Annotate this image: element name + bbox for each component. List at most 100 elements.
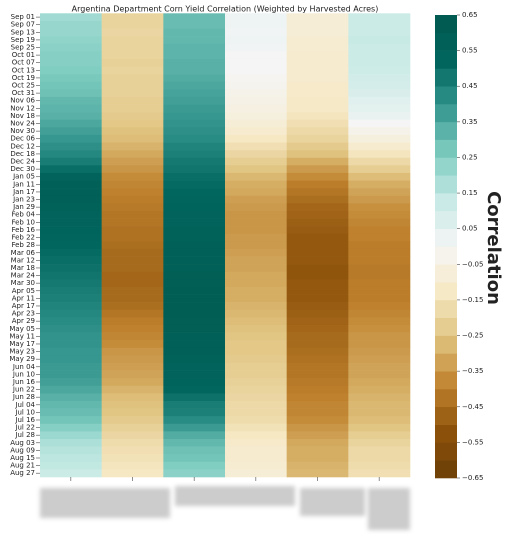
y-tick-label: Oct 13 (12, 66, 35, 74)
heatmap-cell (348, 385, 411, 394)
heatmap-cell (40, 13, 102, 22)
y-tick-label: Mar 18 (11, 264, 35, 272)
heatmap-cell (163, 157, 226, 166)
heatmap-cell (225, 43, 287, 52)
heatmap-cell (40, 279, 102, 288)
heatmap-cell (286, 218, 349, 227)
heatmap-cell (348, 408, 411, 417)
heatmap-cell (225, 416, 287, 425)
heatmap-cell (40, 355, 102, 364)
heatmap-cell (225, 271, 287, 280)
heatmap-cell (225, 438, 287, 447)
y-tick-label: Aug 15 (10, 454, 35, 462)
heatmap-cell (286, 226, 349, 235)
heatmap-cell (40, 36, 102, 45)
y-tick-label: Mar 30 (11, 279, 35, 287)
heatmap-cell (286, 119, 349, 128)
heatmap-cell (286, 58, 349, 67)
heatmap-cell (348, 309, 411, 318)
y-tick-label: Jul 10 (14, 408, 35, 416)
heatmap-cell (225, 58, 287, 67)
heatmap-cell (40, 256, 102, 265)
colorbar-band (435, 228, 457, 247)
heatmap-cell (40, 210, 102, 219)
heatmap-cell (225, 279, 287, 288)
heatmap-cell (40, 431, 102, 440)
y-tick-label: Feb 28 (11, 241, 35, 249)
heatmap-cell (348, 279, 411, 288)
heatmap-cell (40, 423, 102, 432)
y-tick-label: Nov 12 (10, 104, 35, 112)
y-tick-label: May 17 (9, 340, 35, 348)
heatmap-cell (163, 332, 226, 341)
heatmap-cell (225, 142, 287, 151)
heatmap-cell (101, 461, 164, 470)
heatmap-cell (348, 165, 411, 174)
colorbar-band (435, 246, 457, 265)
colorbar-tick-label: 0.55 (462, 47, 478, 55)
heatmap-cell (40, 81, 102, 90)
heatmap-cell (286, 180, 349, 189)
colorbar-band (435, 317, 457, 336)
heatmap-cell (163, 408, 226, 417)
heatmap-cell (225, 294, 287, 303)
colorbar-tick-label: 0.35 (462, 118, 478, 126)
heatmap-cell (163, 180, 226, 189)
heatmap-cell (286, 332, 349, 341)
heatmap-cell (40, 157, 102, 166)
heatmap-cell (286, 393, 349, 402)
heatmap-cell (40, 332, 102, 341)
heatmap-cell (163, 104, 226, 113)
heatmap-cell (348, 188, 411, 197)
heatmap-cell (286, 195, 349, 204)
y-tick-label: Jun 04 (12, 363, 36, 371)
heatmap-cell (348, 378, 411, 387)
heatmap-cell (348, 134, 411, 143)
heatmap-cell (225, 150, 287, 159)
heatmap-cell (163, 340, 226, 349)
heatmap-cell (348, 127, 411, 136)
y-tick-label: May 11 (9, 332, 35, 340)
heatmap-cell (348, 58, 411, 67)
heatmap-cell (225, 302, 287, 311)
heatmap-cell (101, 279, 164, 288)
heatmap-cell (101, 233, 164, 242)
heatmap-cell (348, 461, 411, 470)
heatmap-cell (40, 393, 102, 402)
heatmap-cell (163, 119, 226, 128)
heatmap-cell (163, 28, 226, 37)
heatmap-cell (348, 28, 411, 37)
heatmap-cell (163, 271, 226, 280)
y-tick-label: Aug 03 (10, 439, 35, 447)
heatmap-cell (348, 150, 411, 159)
colorbar-tick-label: 0.65 (462, 11, 478, 19)
heatmap-cell (348, 43, 411, 52)
colorbar-tick-label: −0.45 (462, 403, 483, 411)
y-tick-label: Jan 17 (12, 188, 35, 196)
heatmap-cell (286, 210, 349, 219)
colorbar-band (435, 353, 457, 372)
heatmap-cell (348, 51, 411, 60)
heatmap-cell (348, 157, 411, 166)
colorbar-tick-label: −0.05 (462, 260, 483, 268)
heatmap-cell (101, 104, 164, 113)
heatmap-cell (101, 378, 164, 387)
heatmap-cell (286, 279, 349, 288)
heatmap-cell (40, 469, 102, 478)
heatmap-cell (101, 241, 164, 250)
colorbar-tick-label: 0.15 (462, 189, 478, 197)
heatmap-cell (101, 309, 164, 318)
heatmap-cell (40, 446, 102, 455)
heatmap-cell (163, 150, 226, 159)
heatmap-cell (225, 89, 287, 98)
y-tick-label: Nov 18 (10, 112, 35, 120)
heatmap-cell (163, 203, 226, 212)
heatmap-cell (225, 157, 287, 166)
y-tick-label: Aug 09 (10, 446, 35, 454)
y-tick-label: Feb 04 (11, 211, 35, 219)
heatmap-cell (101, 157, 164, 166)
heatmap-cell (286, 233, 349, 242)
y-tick-label: Dec 06 (10, 135, 35, 143)
colorbar-label: Correlation (483, 191, 504, 305)
y-tick-label: Jul 16 (14, 416, 35, 424)
